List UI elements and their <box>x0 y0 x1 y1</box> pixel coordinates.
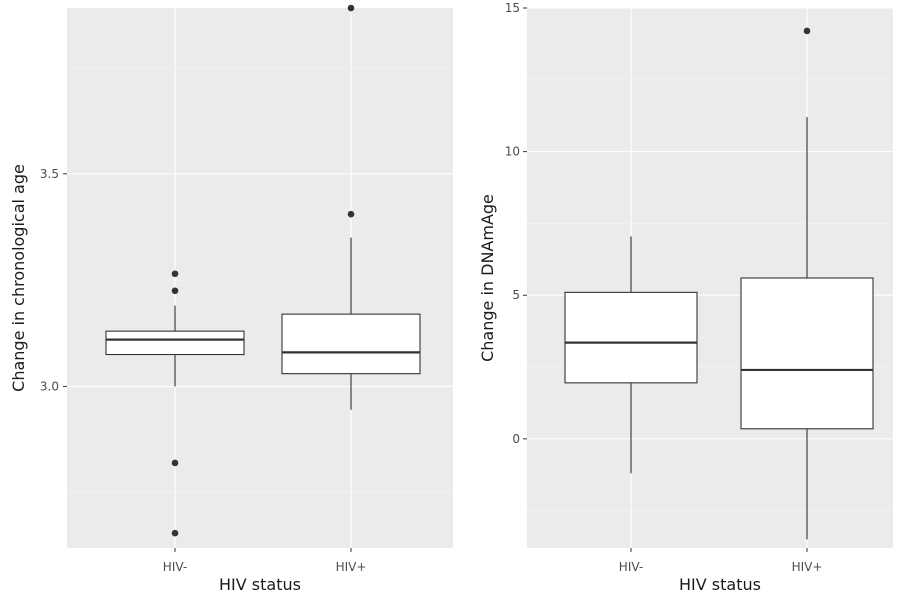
y-tick-label: 3.0 <box>40 379 59 393</box>
outlier-point <box>171 529 179 537</box>
chart-panel-2: 0 5 10 15 HIV- HIV+ HIV status Change in DNAmAg… <box>478 1 893 594</box>
box-hiv-negative <box>564 236 698 474</box>
x-axis-title: HIV status <box>219 575 301 594</box>
y-axis-title: Change in chronological age <box>9 164 28 392</box>
x-tick-label: HIV- <box>163 560 187 574</box>
x-tick-label: HIV+ <box>336 560 367 574</box>
outlier-point <box>347 210 355 218</box>
outlier-point <box>171 287 179 295</box>
outlier-point <box>347 4 355 12</box>
y-tick-label: 3.5 <box>40 167 59 181</box>
box-hiv-positive <box>740 27 874 540</box>
outlier-point <box>171 459 179 467</box>
x-tick-label: HIV+ <box>792 560 823 574</box>
y-tick-label: 0 <box>512 432 520 446</box>
box-hiv-positive <box>281 4 421 410</box>
y-tick-label: 5 <box>512 288 520 302</box>
y-tick-label: 15 <box>505 1 520 15</box>
box-iqr <box>740 277 874 430</box>
x-axis-title: HIV status <box>679 575 761 594</box>
box-iqr <box>281 313 421 375</box>
outlier-point <box>171 270 179 278</box>
box-hiv-negative <box>105 270 245 537</box>
box-iqr <box>564 291 698 384</box>
y-tick-label: 10 <box>505 145 520 159</box>
y-axis-title: Change in DNAmAge <box>478 194 497 362</box>
chart-panel-1: 3.0 3.5 HIV- HIV+ HIV status Change in chrono… <box>9 4 453 594</box>
x-tick-label: HIV- <box>619 560 643 574</box>
outlier-point <box>803 27 811 35</box>
plot-background <box>67 8 453 548</box>
box-iqr <box>105 330 245 356</box>
